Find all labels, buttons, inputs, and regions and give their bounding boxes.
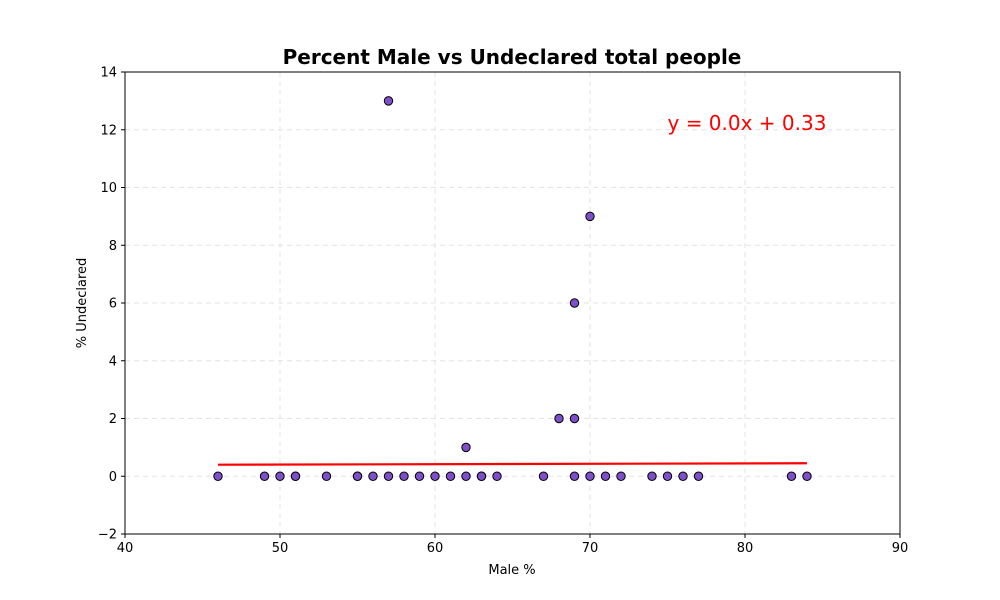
- y-tick-label: 2: [109, 412, 117, 427]
- data-points: [213, 96, 812, 481]
- y-tick-label: 8: [109, 239, 117, 254]
- data-point: [368, 471, 378, 481]
- y-tick-label: −2: [98, 528, 117, 543]
- data-point: [461, 471, 471, 481]
- data-point: [585, 211, 595, 222]
- data-point: [352, 471, 363, 481]
- data-point: [414, 471, 425, 481]
- data-point: [616, 471, 626, 481]
- data-point: [647, 471, 657, 481]
- data-point: [430, 471, 440, 481]
- data-point: [662, 471, 673, 481]
- y-axis-ticks: −2 0 2 4 6 8 10 12 14: [98, 66, 125, 543]
- data-point: [213, 471, 223, 481]
- chart-title: Percent Male vs Undeclared total people: [283, 45, 742, 69]
- x-tick-label: 40: [117, 541, 134, 556]
- y-tick-label: 10: [100, 181, 117, 196]
- x-tick-label: 60: [427, 541, 444, 556]
- data-point: [383, 471, 394, 481]
- regression-equation-annotation: y = 0.0x + 0.33: [668, 111, 827, 135]
- y-axis-label: % Undeclared: [75, 258, 90, 349]
- data-point: [554, 413, 564, 424]
- x-axis-label: Male %: [488, 563, 535, 578]
- x-tick-label: 50: [272, 541, 289, 556]
- data-point: [445, 471, 456, 481]
- data-point: [492, 471, 502, 481]
- data-point: [786, 471, 797, 481]
- data-point: [569, 471, 580, 481]
- y-tick-label: 12: [100, 123, 117, 138]
- x-tick-label: 70: [582, 541, 599, 556]
- data-point: [290, 471, 301, 481]
- regression-line-layer: [217, 462, 808, 466]
- regression-line: [217, 462, 808, 466]
- data-point: [275, 471, 285, 481]
- data-point: [399, 471, 409, 481]
- data-point: [461, 442, 471, 453]
- data-point: [476, 471, 487, 481]
- data-point: [259, 471, 270, 481]
- data-point: [569, 298, 580, 308]
- data-point: [569, 413, 580, 424]
- y-tick-label: 0: [109, 470, 117, 485]
- data-point: [600, 471, 611, 481]
- data-point: [802, 471, 812, 481]
- x-tick-label: 80: [737, 541, 754, 556]
- y-tick-label: 4: [109, 354, 117, 369]
- x-tick-label: 90: [892, 541, 909, 556]
- data-point: [321, 471, 332, 481]
- data-point: [693, 471, 704, 481]
- data-point: [383, 96, 394, 106]
- y-tick-label: 14: [100, 66, 117, 81]
- x-axis-ticks: 40 50 60 70 80 90: [117, 534, 909, 556]
- data-point: [538, 471, 549, 481]
- y-tick-label: 6: [109, 297, 117, 312]
- data-point: [678, 471, 688, 481]
- data-point: [585, 471, 595, 481]
